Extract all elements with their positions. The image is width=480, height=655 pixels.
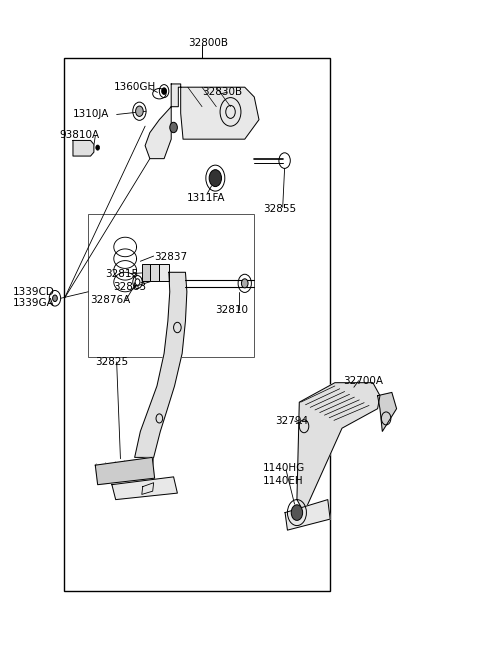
Text: 32876A: 32876A <box>91 295 131 305</box>
Text: 1140HG: 1140HG <box>263 464 305 474</box>
Bar <box>142 264 150 281</box>
Bar <box>64 58 330 591</box>
Polygon shape <box>96 457 155 485</box>
Text: 1339GA: 1339GA <box>13 299 55 309</box>
Text: 32794: 32794 <box>276 416 309 426</box>
Text: 32700A: 32700A <box>343 376 384 386</box>
Circle shape <box>291 505 302 520</box>
Circle shape <box>209 170 221 187</box>
Polygon shape <box>378 392 396 432</box>
Polygon shape <box>135 272 187 457</box>
Text: 93810A: 93810A <box>60 130 100 140</box>
Text: 1140EH: 1140EH <box>263 476 303 486</box>
Text: 32800B: 32800B <box>188 38 228 48</box>
Circle shape <box>96 145 99 150</box>
Polygon shape <box>285 500 330 530</box>
Text: 1360GH: 1360GH <box>114 83 156 92</box>
Bar <box>88 214 254 357</box>
Bar <box>150 264 159 281</box>
Circle shape <box>53 295 57 301</box>
Circle shape <box>241 279 248 288</box>
Text: 32855: 32855 <box>263 204 296 214</box>
Text: 1311FA: 1311FA <box>187 193 226 202</box>
Polygon shape <box>171 84 259 139</box>
Text: 1310JA: 1310JA <box>73 109 109 119</box>
Text: 32883: 32883 <box>113 282 146 291</box>
Text: 32815: 32815 <box>105 269 138 278</box>
Polygon shape <box>297 383 380 513</box>
Polygon shape <box>112 477 178 500</box>
Circle shape <box>162 88 167 94</box>
Text: 32810: 32810 <box>216 305 248 315</box>
Circle shape <box>135 279 140 286</box>
Circle shape <box>170 122 178 133</box>
Polygon shape <box>145 107 171 159</box>
Text: 32825: 32825 <box>96 357 129 367</box>
Text: 32837: 32837 <box>155 252 188 263</box>
Polygon shape <box>73 140 94 156</box>
Bar <box>159 264 169 281</box>
Text: 32830B: 32830B <box>202 87 242 98</box>
Circle shape <box>136 106 143 117</box>
Text: 1339CD: 1339CD <box>13 288 55 297</box>
